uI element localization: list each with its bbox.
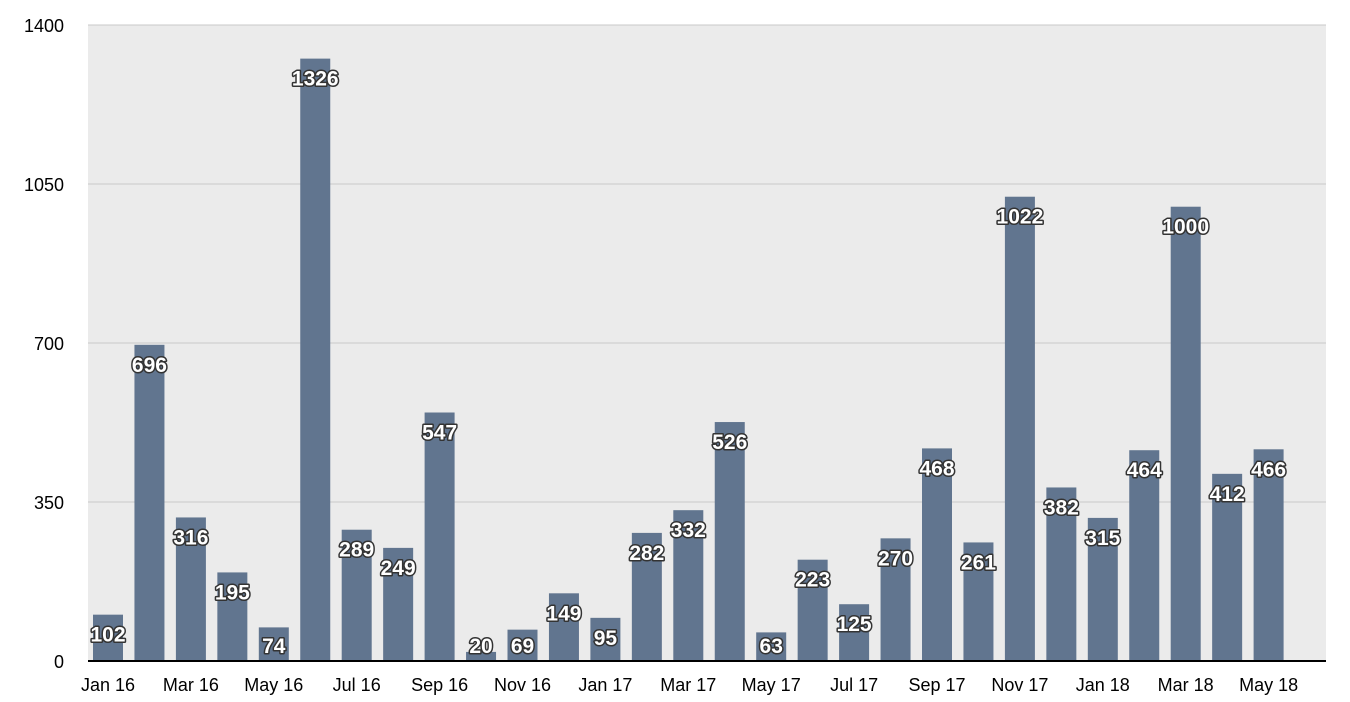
bar [341,529,372,661]
x-tick-label: Jan 17 [578,675,632,695]
x-tick-label: Nov 17 [991,675,1048,695]
bar [880,538,911,661]
bar [797,559,828,661]
x-tick-label: Nov 16 [494,675,551,695]
bar [631,532,662,661]
data-label: 261 [961,551,996,574]
data-label: 526 [712,431,747,454]
x-tick-label: Mar 17 [660,675,716,695]
data-label: 270 [878,547,913,570]
data-label: 332 [671,519,706,542]
data-label: 289 [339,539,374,562]
bar [673,510,704,661]
bar [590,617,621,661]
data-label: 69 [511,635,534,658]
bar [258,627,289,661]
y-tick-label: 350 [34,493,64,513]
data-label: 696 [132,354,167,377]
bar [1046,487,1077,661]
data-label: 20 [469,635,492,658]
data-label: 249 [381,557,416,580]
data-label: 382 [1044,496,1079,519]
x-tick-label: Sep 16 [411,675,468,695]
x-tick-label: Jul 16 [333,675,381,695]
x-tick-label: May 18 [1239,675,1298,695]
bar [93,614,123,661]
bar [1004,196,1035,661]
data-label: 464 [1127,459,1162,482]
bar [507,629,538,661]
y-tick-label: 1050 [24,175,64,195]
data-label: 466 [1251,458,1286,481]
data-labels: 102 696 316 195 74 1326 289 249 547 20 69 149 95 282 3… [89,66,1288,659]
bar [466,651,497,661]
bar [1129,450,1160,661]
x-tick-label: Jan 18 [1076,675,1130,695]
x-tick-label: Jul 17 [830,675,878,695]
data-label: 282 [629,542,664,565]
bar [548,593,579,661]
y-tick-label: 700 [34,334,64,354]
x-tick-label: May 16 [244,675,303,695]
bar [1170,206,1201,661]
bar [383,547,414,661]
y-tick-label: 0 [54,652,64,672]
bar [1212,473,1243,661]
x-tick-label: Mar 16 [163,675,219,695]
bar [175,517,206,661]
data-label: 102 [90,624,125,647]
data-label: 74 [262,635,286,658]
data-label: 63 [760,635,783,658]
y-tick-label: 1400 [24,16,64,36]
x-tick-label: Jan 16 [81,675,135,695]
bar [134,344,165,661]
data-label: 412 [1210,483,1245,506]
data-label: 316 [173,526,208,549]
data-label: 195 [215,581,250,604]
bar [1253,449,1284,661]
data-label: 223 [795,569,830,592]
bar [922,448,952,661]
bar [714,422,745,661]
x-axis-tick-labels: Jan 16 Mar 16 May 16 Jul 16 Sep 16 Nov 16 Jan … [81,675,1298,695]
bar [1087,517,1118,661]
data-label: 125 [837,613,872,636]
x-tick-label: Sep 17 [908,675,965,695]
data-label: 315 [1085,527,1120,550]
bar [963,542,994,661]
data-label: 1000 [1162,216,1209,239]
data-label: 547 [422,422,457,445]
x-tick-label: May 17 [742,675,801,695]
data-label: 1022 [997,206,1044,229]
data-label: 468 [919,457,954,480]
bar [424,412,455,661]
bar [300,58,331,662]
data-label: 1326 [292,68,339,91]
bar [756,632,787,661]
data-label: 95 [594,627,618,650]
y-axis-tick-labels: 0 350 700 1050 1400 [24,16,64,672]
x-tick-label: Mar 18 [1158,675,1214,695]
gridlines [88,24,1326,503]
bar [217,572,248,661]
bar [839,604,870,661]
data-label: 149 [546,602,581,625]
bars [93,58,1284,662]
